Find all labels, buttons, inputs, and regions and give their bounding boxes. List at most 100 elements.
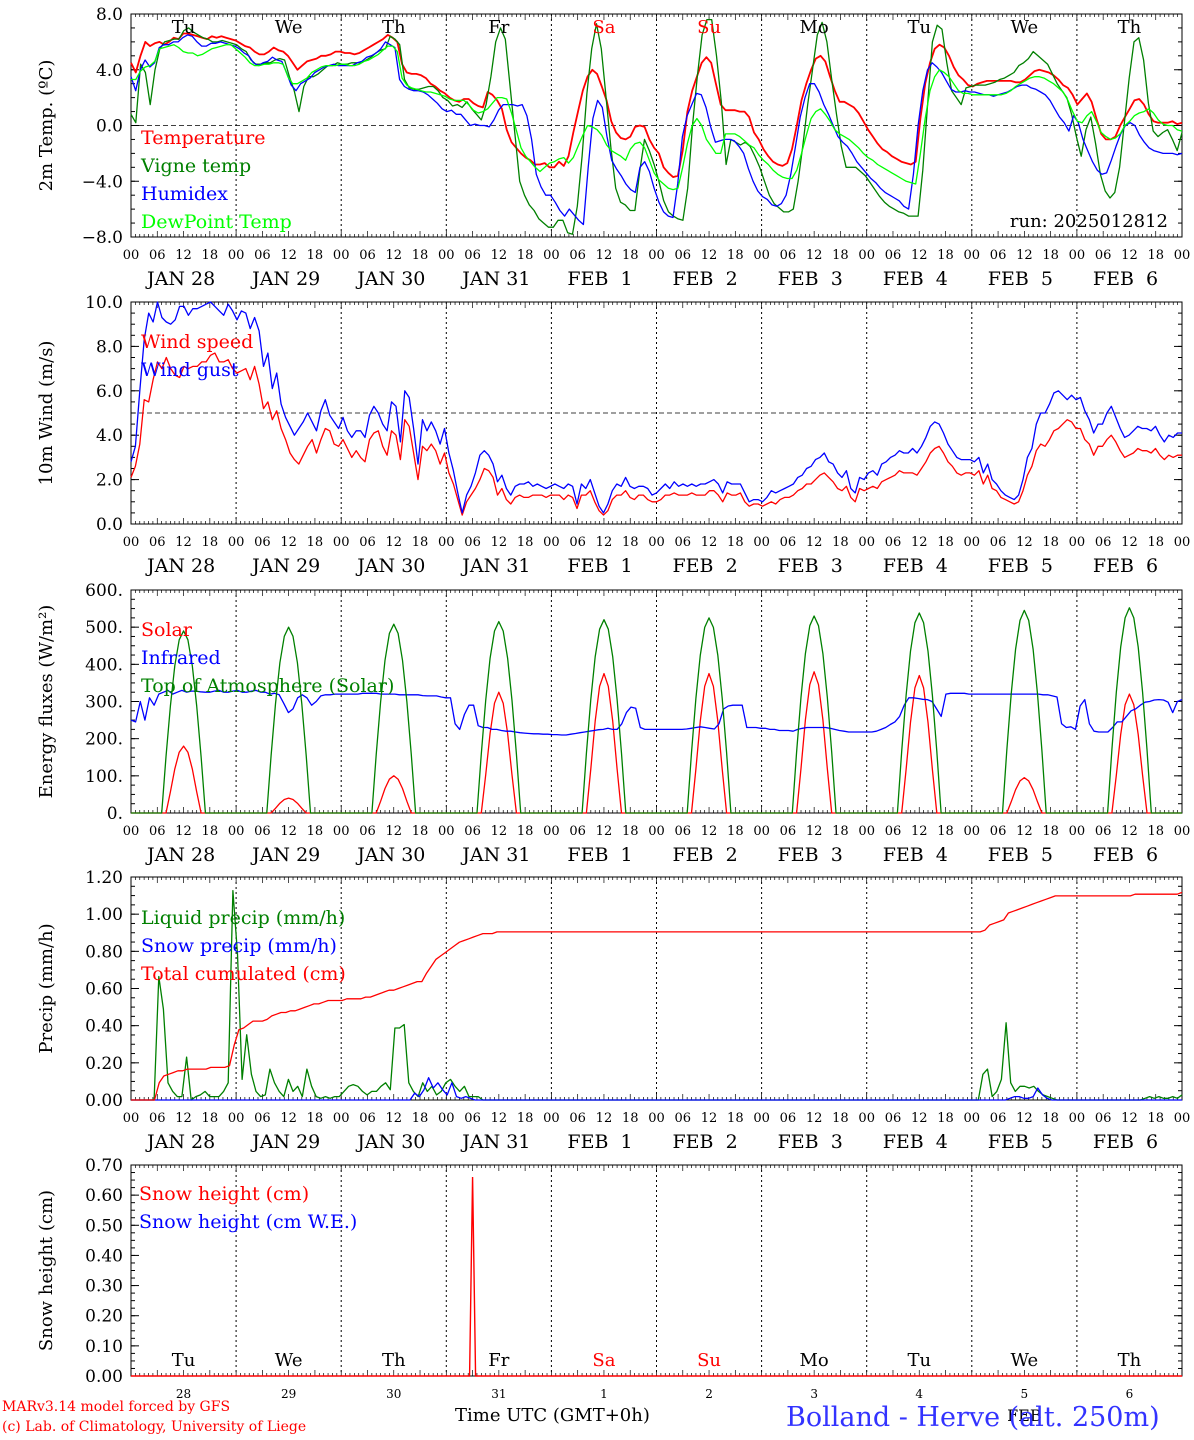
date-label: FEB 2 (673, 268, 738, 290)
weekday-label: Tu (172, 1350, 196, 1371)
hour-tick-label: 12 (911, 824, 928, 839)
hour-tick-label: 12 (596, 248, 613, 263)
hour-tick-label: 00 (858, 1111, 875, 1126)
y-tick-label: 0.0 (96, 117, 123, 137)
hour-tick-label: 18 (1042, 535, 1059, 550)
y-tick-label: 8.0 (96, 337, 123, 357)
hour-tick-label: 18 (412, 1111, 429, 1126)
hour-tick-label: 18 (202, 248, 219, 263)
hour-tick-label: 18 (832, 535, 849, 550)
hour-tick-label: 06 (1095, 824, 1112, 839)
day-number-label: 29 (281, 1387, 296, 1401)
date-label: FEB 4 (883, 268, 948, 290)
weekday-label: Th (1118, 1350, 1142, 1371)
y-tick-label: 4.0 (96, 61, 123, 81)
hour-tick-label: 00 (1174, 535, 1191, 550)
hour-tick-label: 06 (780, 1111, 797, 1126)
hour-tick-label: 00 (648, 248, 665, 263)
hour-tick-label: 06 (254, 824, 271, 839)
hour-tick-label: 00 (543, 1111, 560, 1126)
y-axis-label: Energy fluxes (W/m²) (36, 605, 57, 799)
hour-tick-label: 00 (543, 535, 560, 550)
hour-tick-label: 06 (359, 535, 376, 550)
date-label: FEB 4 (883, 844, 948, 866)
hour-tick-label: 18 (307, 248, 324, 263)
hour-tick-label: 18 (727, 248, 744, 263)
y-tick-label: 0.10 (85, 1337, 123, 1357)
hour-tick-label: 06 (149, 535, 166, 550)
hour-tick-label: 12 (1016, 535, 1033, 550)
hour-tick-label: 06 (359, 824, 376, 839)
hour-tick-label: 12 (806, 824, 823, 839)
hour-tick-label: 12 (701, 535, 718, 550)
date-label: JAN 28 (145, 555, 215, 577)
date-label: FEB 1 (567, 268, 632, 290)
hour-tick-label: 00 (1174, 824, 1191, 839)
legend-wind-speed: Wind speed (141, 331, 253, 353)
y-tick-label: 8.0 (96, 5, 123, 25)
hour-tick-label: 12 (1016, 824, 1033, 839)
hour-tick-label: 18 (937, 1111, 954, 1126)
hour-tick-label: 18 (622, 824, 639, 839)
hour-tick-label: 18 (727, 535, 744, 550)
y-tick-label: 100. (85, 767, 123, 787)
hour-tick-label: 18 (517, 248, 534, 263)
y-tick-label: 500. (85, 618, 123, 638)
hour-tick-label: 18 (307, 1111, 324, 1126)
hour-tick-label: 06 (254, 535, 271, 550)
hour-tick-label: 00 (333, 535, 350, 550)
series-line-infrared (130, 689, 1183, 736)
date-label: JAN 30 (355, 268, 425, 290)
y-tick-label: 0.0 (96, 515, 123, 535)
day-number-label: 5 (1021, 1387, 1029, 1401)
y-axis-label: Precip (mm/h) (36, 923, 57, 1053)
y-axis-label: 2m Temp. (ºC) (36, 60, 57, 192)
weekday-label: We (275, 1350, 303, 1371)
run-annotation: run: 2025012812 (1010, 211, 1168, 232)
hour-tick-label: 12 (491, 1111, 508, 1126)
legend-top-of-atmosphere-solar-: Top of Atmosphere (Solar) (141, 675, 394, 697)
series-line-total-cumulated-cm- (131, 891, 1183, 1101)
station-label: Bolland - Herve (alt. 250m) (786, 1402, 1160, 1433)
date-label: JAN 29 (250, 844, 320, 866)
series-line-temperature (130, 32, 1183, 179)
hour-tick-label: 06 (1095, 248, 1112, 263)
hour-tick-label: 18 (202, 1111, 219, 1126)
hour-tick-label: 06 (780, 248, 797, 263)
hour-tick-label: 00 (438, 1111, 455, 1126)
legend-temperature: Temperature (141, 127, 265, 149)
hour-tick-label: 06 (1095, 1111, 1112, 1126)
series-line-vigne-temp (130, 18, 1183, 235)
hour-tick-label: 18 (622, 535, 639, 550)
date-label: JAN 28 (145, 844, 215, 866)
hour-tick-label: 00 (964, 535, 981, 550)
hour-tick-label: 18 (307, 824, 324, 839)
date-label: FEB 6 (1093, 1131, 1158, 1153)
weekday-label: Su (697, 17, 721, 38)
y-tick-label: 200. (85, 730, 123, 750)
weekday-label: Th (382, 17, 406, 38)
hour-tick-label: 00 (123, 824, 140, 839)
hour-tick-label: 18 (727, 1111, 744, 1126)
hour-tick-label: 12 (385, 535, 402, 550)
series-line-dewpoint-temp (131, 44, 1183, 191)
hour-tick-label: 06 (990, 248, 1007, 263)
hour-tick-label: 18 (937, 535, 954, 550)
y-tick-label: 4.0 (96, 426, 123, 446)
y-tick-label: 0.20 (85, 1307, 123, 1327)
date-label: FEB 3 (778, 844, 843, 866)
weekday-label: Su (697, 1350, 721, 1371)
hour-tick-label: 06 (780, 824, 797, 839)
hour-tick-label: 06 (990, 535, 1007, 550)
y-tick-label: −8.0 (82, 228, 123, 248)
weekday-label: Fr (488, 1350, 509, 1371)
hour-tick-label: 00 (753, 1111, 770, 1126)
hour-tick-label: 18 (622, 248, 639, 263)
weekday-label: We (275, 17, 303, 38)
legend-solar: Solar (141, 619, 193, 641)
hour-tick-label: 12 (175, 1111, 192, 1126)
hour-tick-label: 06 (359, 248, 376, 263)
hour-tick-label: 00 (438, 535, 455, 550)
hour-tick-label: 12 (280, 824, 297, 839)
